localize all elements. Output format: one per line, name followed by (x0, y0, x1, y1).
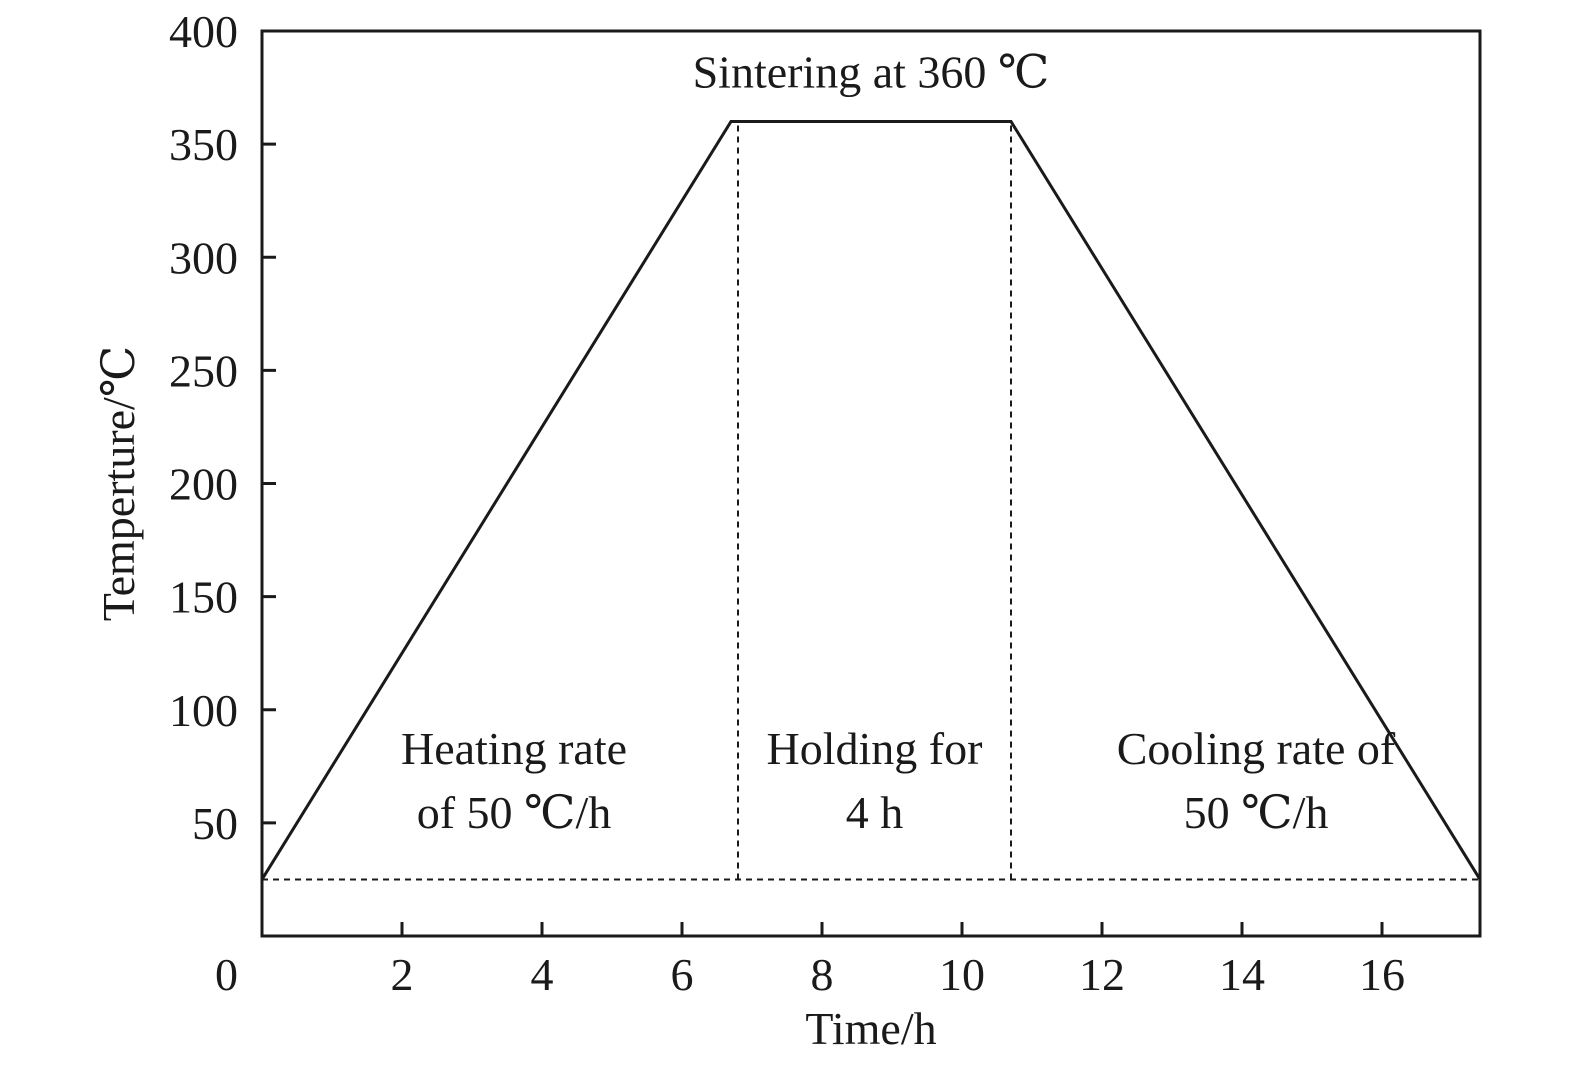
series-group (260, 120, 1482, 881)
y-tick-label: 50 (192, 798, 238, 849)
origin-tick-label: 0 (215, 949, 238, 1000)
annotation-sintering: Sintering at 360 ℃ (693, 47, 1050, 98)
y-tick-label: 300 (169, 232, 238, 283)
y-tick-label: 250 (169, 345, 238, 396)
y-tick-label: 150 (169, 572, 238, 623)
annotation-line: Holding for (767, 723, 983, 774)
y-tick-label: 100 (169, 685, 238, 736)
annotation-heating: Heating rate of 50 ℃/h (401, 723, 627, 838)
y-tick-label: 350 (169, 119, 238, 170)
x-tick-label: 12 (1079, 949, 1125, 1000)
annotation-line: Heating rate (401, 723, 627, 774)
x-axis-ticks: 2 4 6 8 10 12 14 16 (391, 922, 1405, 1000)
x-tick-label: 2 (391, 949, 414, 1000)
y-tick-label: 200 (169, 459, 238, 510)
y-tick-label: 400 (169, 6, 238, 57)
x-tick-label: 16 (1359, 949, 1405, 1000)
annotation-line: 4 h (846, 787, 904, 838)
x-tick-label: 14 (1219, 949, 1265, 1000)
guide-lines (262, 121, 1480, 881)
x-tick-label: 6 (671, 949, 694, 1000)
x-axis-title: Time/h (805, 1003, 936, 1054)
y-axis-ticks: 50 100 150 200 250 300 350 400 (169, 6, 276, 849)
annotation-line: 50 ℃/h (1184, 787, 1329, 838)
annotation-line: of 50 ℃/h (417, 787, 612, 838)
x-tick-label: 4 (531, 949, 554, 1000)
x-tick-label: 10 (939, 949, 985, 1000)
y-axis-title: Temperture/℃ (93, 346, 144, 622)
annotation-holding: Holding for 4 h (767, 723, 983, 838)
annotation-line: Cooling rate of (1117, 723, 1396, 774)
annotation-line: Sintering at 360 ℃ (693, 47, 1050, 98)
x-tick-label: 8 (811, 949, 834, 1000)
annotation-cooling: Cooling rate of 50 ℃/h (1117, 723, 1396, 838)
temperature-profile-line (260, 120, 1482, 881)
